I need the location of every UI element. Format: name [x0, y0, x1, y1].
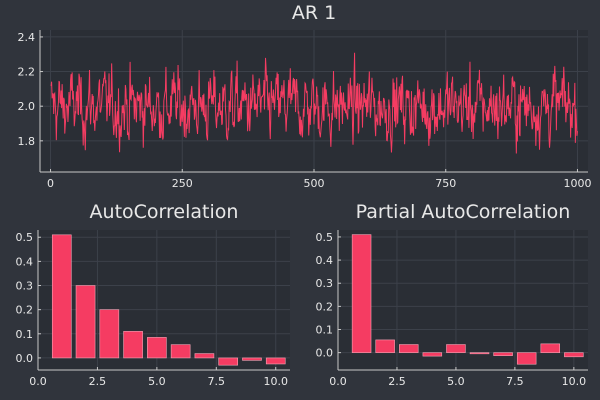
acf-bar-lag-5: [147, 337, 167, 359]
ar1-y-tick-label: 2.0: [18, 100, 36, 113]
acf-x-tick-label: 10.0: [263, 375, 288, 388]
acf-x-tick-label: 2.5: [89, 375, 107, 388]
acf-y-tick-label: 0.0: [16, 352, 34, 365]
ar1-axes: [39, 30, 588, 173]
pacf-bar-lag-1: [351, 234, 372, 353]
acf-y-ticks: 0.0 0.1 0.2 0.3 0.4 0.5: [16, 231, 34, 365]
pacf-x-tick-label: 5.0: [447, 375, 465, 388]
ar1-x-tick-label: 750: [435, 177, 456, 190]
pacf-bar-lag-10: [564, 352, 584, 358]
pacf-y-tick-label: 0.0: [316, 347, 334, 360]
acf-x-tick-label: 0.0: [29, 375, 47, 388]
acf-title: AutoCorrelation: [90, 201, 239, 223]
pacf-bar-lag-5: [446, 344, 466, 353]
acf-panel: AutoCorrelation 0.0 2.5 5.0 7.5 10.0 0.00.10…: [16, 201, 290, 388]
acf-bar-lag-10: [265, 357, 286, 365]
pacf-axes: [337, 230, 588, 371]
pacf-bar-lag-2: [375, 339, 395, 353]
ar1-x-tick-label: 0: [47, 177, 54, 190]
pacf-bar-lag-6: [469, 352, 490, 355]
acf-x-tick-label: 5.0: [148, 375, 166, 388]
ar1-series-line: [50, 52, 578, 154]
acf-x-tick-label: 7.5: [208, 375, 226, 388]
ar1-title: AR 1: [292, 2, 336, 24]
pacf-x-tick-label: 0.0: [329, 375, 347, 388]
pacf-title: Partial AutoCorrelation: [356, 201, 571, 223]
ar1-x-tick-label: 1000: [563, 177, 591, 190]
pacf-x-tick-label: 2.5: [388, 375, 406, 388]
acf-bar-lag-4: [123, 331, 143, 359]
acf-y-tick-label: 0.4: [16, 255, 34, 268]
ar1-panel: AR 1 0 250 500 750 1000 1.8 2.0 2.2 2.4: [18, 2, 592, 190]
pacf-bar-lag-4: [422, 352, 443, 357]
ar1-x-tick-label: 250: [172, 177, 193, 190]
ar1-x-ticks: 0 250 500 750 1000: [47, 177, 591, 190]
acf-y-tick-label: 0.1: [16, 328, 34, 341]
pacf-y-ticks: 0.0 0.1 0.2 0.3 0.4 0.5: [316, 231, 334, 360]
pacf-y-tick-label: 0.3: [316, 277, 334, 290]
pacf-bars: [351, 234, 584, 365]
pacf-x-tick-label: 10.0: [562, 375, 587, 388]
acf-y-tick-label: 0.3: [16, 280, 34, 293]
pacf-bar-lag-7: [493, 352, 513, 356]
pacf-x-ticks: 0.0 2.5 5.0 7.5 10.0: [329, 375, 586, 388]
ar1-y-tick-label: 1.8: [18, 135, 36, 148]
pacf-y-tick-label: 0.1: [316, 324, 334, 337]
acf-bar-lag-2: [75, 285, 96, 359]
acf-bar-lag-8: [218, 357, 238, 366]
pacf-y-tick-label: 0.5: [316, 231, 334, 244]
acf-bars: [51, 234, 286, 366]
ar1-y-ticks: 1.8 2.0 2.2 2.4: [18, 31, 36, 148]
pacf-panel: Partial AutoCorrelation 0.0 2.5 5.0 7.5 10.0…: [316, 201, 588, 388]
ar1-y-tick-label: 2.2: [18, 66, 36, 79]
pacf-y-tick-label: 0.2: [316, 300, 334, 313]
ar1-y-tick-label: 2.4: [18, 31, 36, 44]
acf-bar-lag-7: [194, 353, 215, 359]
acf-x-ticks: 0.0 2.5 5.0 7.5 10.0: [29, 375, 288, 388]
pacf-y-tick-label: 0.4: [316, 254, 334, 267]
acf-y-tick-label: 0.5: [16, 231, 34, 244]
acf-bar-lag-1: [51, 234, 72, 359]
pacf-bar-lag-3: [399, 344, 419, 353]
ar1-x-tick-label: 500: [304, 177, 325, 190]
pacf-bar-lag-8: [516, 352, 537, 365]
pacf-x-tick-label: 7.5: [506, 375, 524, 388]
acf-bar-lag-9: [242, 357, 262, 361]
acf-bar-lag-6: [170, 344, 191, 359]
acf-bar-lag-3: [99, 309, 120, 359]
acf-axes: [37, 230, 290, 371]
acf-y-tick-label: 0.2: [16, 304, 34, 317]
pacf-bar-lag-9: [540, 343, 560, 353]
